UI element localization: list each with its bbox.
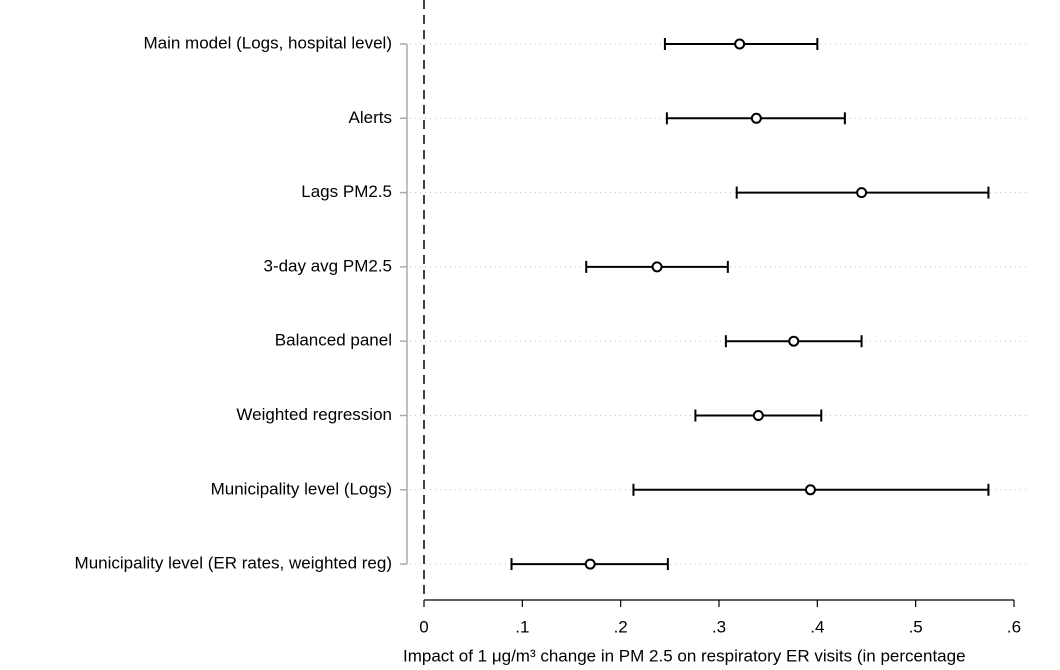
point (750, 112, 762, 124)
y-tick-label: Municipality level (ER rates, weighted r… (75, 554, 392, 573)
point (584, 558, 596, 570)
y-tick-label: Balanced panel (275, 331, 392, 350)
x-tick-label: .1 (515, 617, 529, 636)
x-tick-label: 0 (419, 617, 428, 636)
x-tick-label: .4 (810, 617, 824, 636)
point (804, 484, 816, 496)
y-tick-label: Lags PM2.5 (301, 182, 392, 201)
x-axis-title: Impact of 1 μg/m³ change in PM 2.5 on re… (403, 646, 966, 665)
x-tick-label: .6 (1007, 617, 1021, 636)
point (734, 38, 746, 50)
x-tick-label: .2 (614, 617, 628, 636)
y-tick-label: Alerts (349, 108, 392, 127)
point (752, 410, 764, 421)
x-tick-label: .5 (909, 617, 923, 636)
y-tick-label: 3-day avg PM2.5 (263, 256, 392, 275)
y-tick-label: Municipality level (Logs) (211, 479, 392, 498)
y-tick-label: Weighted regression (236, 405, 392, 424)
y-tick-label: Main model (Logs, hospital level) (143, 33, 392, 52)
x-tick-label: .3 (712, 617, 726, 636)
point (856, 187, 868, 199)
point (788, 335, 800, 347)
point (651, 261, 663, 273)
